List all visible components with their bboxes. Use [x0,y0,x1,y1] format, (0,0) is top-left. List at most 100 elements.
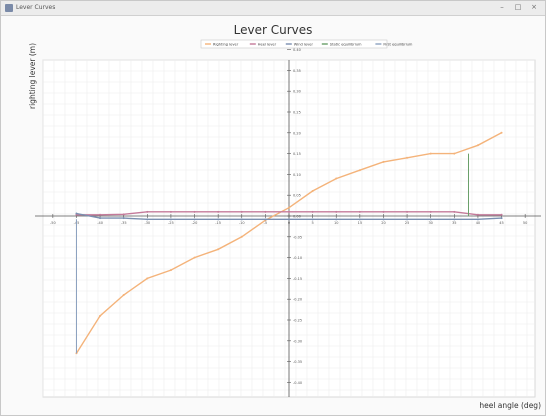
title-bar[interactable]: Lever Curves – □ × [1,1,545,16]
lever-curves-chart[interactable]: Lever Curves Righting lever Heel lever Win… [1,16,545,415]
data-point [99,213,102,216]
data-point [311,190,314,193]
legend-item-label: Wind lever [294,43,314,47]
data-point [146,218,149,221]
data-point [217,248,220,251]
data-point [429,218,432,221]
x-tick-label: 35 [452,221,456,225]
data-point [500,217,503,220]
data-point [240,235,243,238]
data-point [169,218,172,221]
data-point [217,218,220,221]
data-point [358,218,361,221]
data-point [122,213,125,216]
data-point [476,213,479,216]
data-point [122,217,125,220]
data-point [193,256,196,259]
app-icon [5,4,13,12]
data-point [453,210,456,213]
window-controls: – □ × [497,3,539,12]
chart-legend: Righting lever Heel lever Wind lever Static… [200,39,413,49]
y-tick-label: -0.05 [293,235,302,239]
x-tick-label: 0 [288,221,290,225]
x-tick-label: 40 [476,221,480,225]
data-point [193,210,196,213]
data-point [288,218,290,221]
data-point [406,156,409,159]
data-point [500,213,503,216]
x-tick-label: 15 [358,221,362,225]
data-point [146,210,149,213]
y-tick-label: -0.10 [293,256,302,260]
x-tick-label: 25 [405,221,409,225]
y-tick-label: -0.30 [293,339,302,343]
y-tick-label: -0.35 [293,360,302,364]
y-tick-label: -0.25 [293,319,302,323]
data-point [429,152,432,155]
data-point [99,217,102,220]
x-tick-label: 30 [428,221,432,225]
legend-item-label: Heel lever [258,43,277,47]
x-tick-label: 45 [499,221,503,225]
data-point [146,277,149,280]
data-point [122,294,125,297]
data-point [429,210,432,213]
legend-item-label: Righting lever [213,43,239,47]
data-point [288,210,290,213]
legend-item-label: First equilibrium [383,43,413,47]
x-tick-label: -35 [121,221,127,225]
x-tick-label: -30 [144,221,150,225]
data-point [358,210,361,213]
plot-area: -50 -45 -40 -35 -30 -25 -20 -15 -10 -5 0 5 10 15 20 25 3… [35,48,541,398]
data-point [476,144,479,147]
minimize-button[interactable]: – [500,3,504,11]
y-axis-label: righting lever (m) [28,43,37,109]
x-tick-label: -10 [239,221,245,225]
data-point [382,218,385,221]
data-point [382,160,385,163]
data-point [311,210,314,213]
y-tick-label: 0.25 [293,111,301,115]
y-tick-label: 0.05 [293,194,301,198]
y-tick-label: 0.00 [293,215,301,219]
y-tick-label: 0.15 [293,152,301,156]
data-point [288,206,290,209]
data-point [453,218,456,221]
y-tick-label: 0.35 [293,69,301,73]
x-tick-label: -50 [50,221,56,225]
x-tick-label: 5 [311,221,313,225]
maximize-button[interactable]: □ [514,3,522,11]
legend-item-label: Static equilibrium [330,43,362,47]
data-point [193,218,196,221]
x-tick-label: -25 [168,221,174,225]
x-tick-label: 50 [523,221,527,225]
data-point [99,314,102,317]
data-point [240,218,243,221]
data-point [500,131,503,134]
data-point [311,218,314,221]
data-point [476,218,479,221]
data-point [335,210,338,213]
data-point [75,212,78,215]
data-point [217,210,220,213]
x-tick-label: -20 [192,221,198,225]
y-tick-label: -0.15 [293,277,302,281]
x-tick-label: -40 [97,221,103,225]
x-tick-label: -15 [215,221,221,225]
window-title: Lever Curves [16,4,56,11]
data-point [453,152,456,155]
data-point [264,210,267,213]
data-point [406,218,409,221]
x-axis-label: heel angle (deg) [479,401,541,410]
y-tick-label: 0.40 [293,48,301,52]
y-tick-label: -0.20 [293,298,302,302]
data-point [406,210,409,213]
chart-panel: Lever Curves Righting lever Heel lever Win… [1,16,545,415]
close-button[interactable]: × [531,3,537,11]
data-point [358,169,361,172]
data-point [264,218,267,221]
legend-box [200,39,388,49]
data-point [335,218,338,221]
y-tick-label: 0.20 [293,131,301,135]
